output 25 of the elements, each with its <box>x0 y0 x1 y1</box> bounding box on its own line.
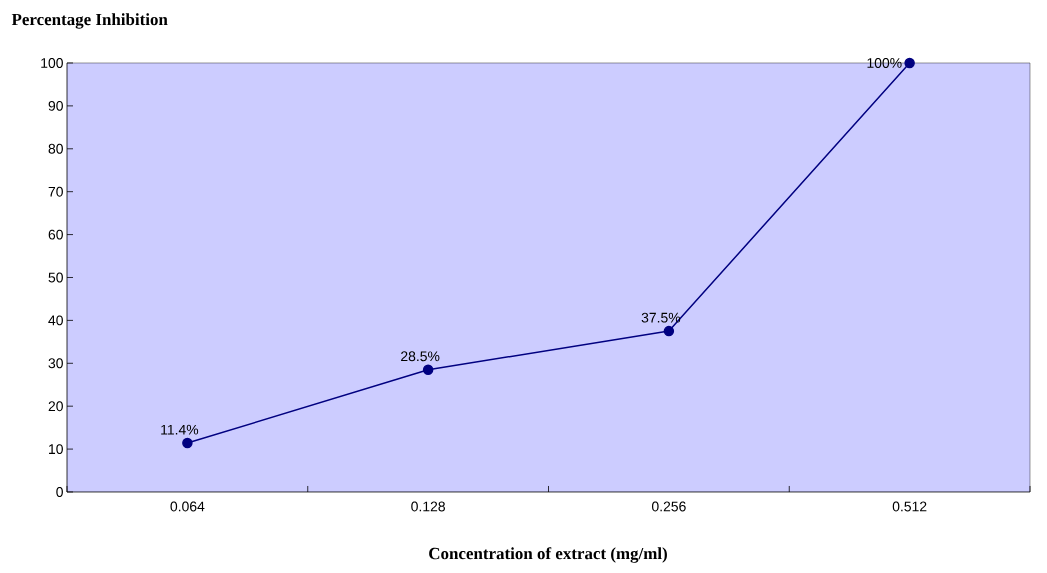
y-tick-label: 20 <box>48 401 63 412</box>
y-tick-label: 0 <box>56 487 63 497</box>
y-tick-label: 50 <box>48 272 63 283</box>
point <box>663 325 675 337</box>
point <box>182 437 193 449</box>
y-tick-label: 80 <box>48 143 63 154</box>
x-tick-label: 0.128 <box>411 501 445 512</box>
data-label: 28.5% <box>401 351 440 362</box>
x-tick-label: 0.512 <box>892 501 927 512</box>
y-tick-label: 30 <box>48 358 63 369</box>
data-label: 37.5% <box>641 312 681 323</box>
y-tick-label: 60 <box>48 229 63 240</box>
point <box>422 364 434 375</box>
y-tick-label: 90 <box>48 100 63 111</box>
chart-title: Percentage Inhibition <box>11 13 168 29</box>
data-label: 100% <box>867 58 902 68</box>
y-tick-label: 10 <box>49 444 63 455</box>
y-tick-label: 70 <box>48 186 63 197</box>
x-axis-title: Concentration of extract (mg/ml) <box>429 547 667 563</box>
x-tick-label: 0.064 <box>170 501 205 512</box>
x-tick-label: 0.256 <box>651 501 686 512</box>
y-tick-label: 100 <box>41 58 63 68</box>
y-tick-label: 40 <box>48 315 63 326</box>
data-label: 11.4% <box>161 424 199 435</box>
point <box>904 57 915 69</box>
